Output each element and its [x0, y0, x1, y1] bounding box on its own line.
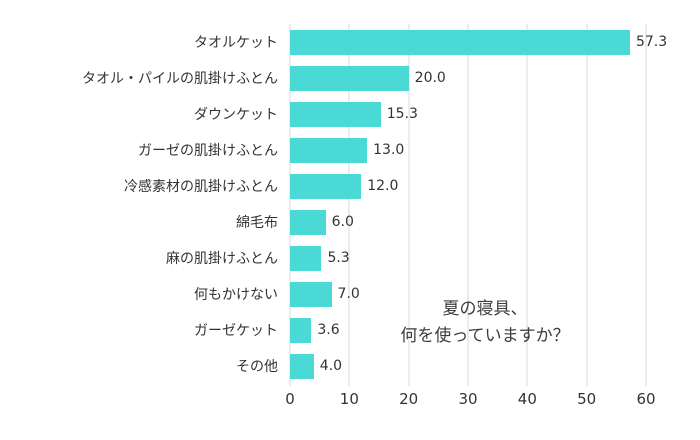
bar — [290, 137, 368, 163]
chart-row: ガーゼの肌掛けふとん 13.0 — [0, 132, 700, 168]
bar-track: 4.0 — [290, 353, 646, 379]
gridline — [348, 24, 350, 386]
value-label: 3.6 — [317, 322, 340, 338]
chart-row: 麻の肌掛けふとん 5.3 — [0, 240, 700, 276]
x-tick-label: 20 — [399, 390, 419, 408]
bar — [290, 353, 314, 379]
bar-track: 6.0 — [290, 209, 646, 235]
value-label: 7.0 — [337, 286, 360, 302]
category-label: 何もかけない — [194, 287, 278, 303]
x-tick-label: 10 — [339, 390, 359, 408]
gridline — [467, 24, 469, 386]
value-label: 12.0 — [367, 178, 399, 194]
category-label: その他 — [236, 359, 278, 375]
bar — [290, 101, 381, 127]
gridlines — [289, 24, 647, 386]
category-label: ダウンケット — [194, 107, 278, 123]
category-label: 冷感素材の肌掛けふとん — [124, 179, 278, 195]
rows: タオルケット 57.3 タオル・パイルの肌掛けふとん 20.0 ダウンケット 15.3 ガー… — [0, 24, 700, 384]
bar — [290, 29, 630, 55]
value-label: 20.0 — [414, 70, 446, 86]
gridline — [408, 24, 410, 386]
chart-row: その他 4.0 — [0, 348, 700, 384]
category-label: ガーゼの肌掛けふとん — [138, 143, 278, 159]
bar-track: 15.3 — [290, 101, 646, 127]
category-label: タオルケット — [194, 35, 278, 51]
bar-track: 5.3 — [290, 245, 646, 271]
value-label: 57.3 — [635, 34, 668, 50]
category-label: 麻の肌掛けふとん — [166, 251, 278, 267]
bar-track: 20.0 — [290, 65, 646, 91]
gridline — [645, 24, 647, 386]
x-tick-label: 40 — [517, 390, 537, 408]
chart-row: タオルケット 57.3 — [0, 24, 700, 60]
value-label: 15.3 — [386, 106, 418, 122]
bar — [290, 173, 362, 199]
x-tick-label: 30 — [458, 390, 478, 408]
x-tick-label: 0 — [285, 390, 295, 408]
category-label: ガーゼケット — [194, 323, 278, 339]
bar — [290, 65, 409, 91]
value-label: 13.0 — [373, 142, 405, 158]
bar-track: 7.0 — [290, 281, 646, 307]
annotation-line-2: 何を使っていますか？ — [400, 326, 570, 347]
gridline — [526, 24, 528, 386]
category-label: 綿毛布 — [236, 215, 278, 231]
bar — [290, 245, 322, 271]
chart-row: ガーゼケット 3.6 — [0, 312, 700, 348]
bar-track: 12.0 — [290, 173, 646, 199]
category-label: タオル・パイルの肌掛けふとん — [82, 71, 278, 87]
x-axis: 0 10 20 30 40 50 60 — [285, 390, 655, 414]
x-tick-label: 60 — [636, 390, 656, 408]
value-label: 4.0 — [319, 358, 342, 374]
bar-track: 13.0 — [290, 137, 646, 163]
chart-row: 綿毛布 6.0 — [0, 204, 700, 240]
chart-row: ダウンケット 15.3 — [0, 96, 700, 132]
value-label: 5.3 — [327, 250, 350, 266]
chart-row: 何もかけない 7.0 — [0, 276, 700, 312]
bar — [290, 281, 332, 307]
annotation-line-1: 夏の寝具、 — [442, 299, 528, 319]
chart-row: タオル・パイルの肌掛けふとん 20.0 — [0, 60, 700, 96]
bar — [290, 317, 312, 343]
chart-row: 冷感素材の肌掛けふとん 12.0 — [0, 168, 700, 204]
gridline — [586, 24, 588, 386]
bar-track: 57.3 — [290, 29, 667, 55]
x-tick-label: 50 — [577, 390, 597, 408]
bar — [290, 209, 326, 235]
gridline — [289, 24, 291, 386]
bar-track: 3.6 — [290, 317, 646, 343]
value-label: 6.0 — [331, 214, 354, 230]
chart-annotation: 夏の寝具、 何を使っていますか？ — [380, 296, 590, 350]
